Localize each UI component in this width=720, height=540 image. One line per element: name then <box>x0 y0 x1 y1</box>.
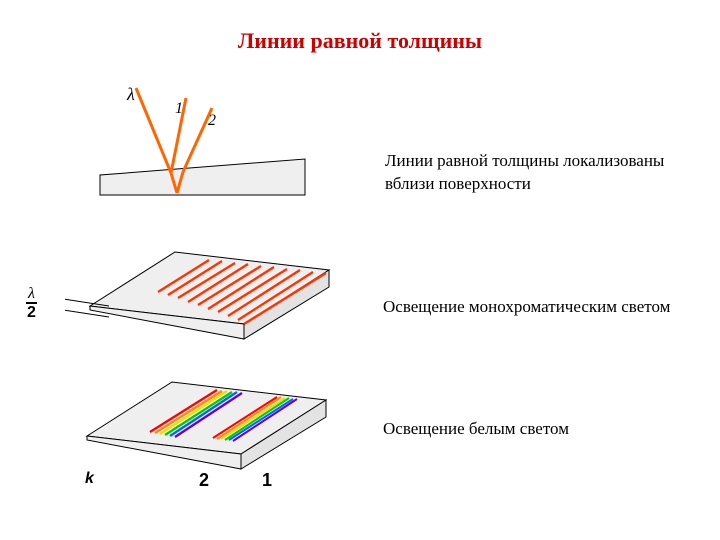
diagram-monochromatic <box>65 240 340 350</box>
order-1-label: 1 <box>262 470 272 491</box>
caption-monochromatic: Освещение монохроматическим светом <box>383 296 670 319</box>
caption-white-light: Освещение белым светом <box>383 418 569 441</box>
fraction-den: 2 <box>26 304 37 322</box>
lambda-over-2: λ 2 <box>26 286 37 322</box>
fraction-num: λ <box>26 286 37 304</box>
ray-1-label: 1 <box>175 100 183 118</box>
diagram-localized-rays: λ 1 2 <box>80 80 340 210</box>
order-2-label: 2 <box>199 470 209 491</box>
lambda-label: λ <box>127 84 135 105</box>
caption-localized: Линии равной толщины локализованы вблизи… <box>385 150 664 196</box>
k-axis-label: k <box>85 470 94 488</box>
page-title: Линии равной толщины <box>0 28 720 54</box>
ray-2-label: 2 <box>208 112 216 130</box>
